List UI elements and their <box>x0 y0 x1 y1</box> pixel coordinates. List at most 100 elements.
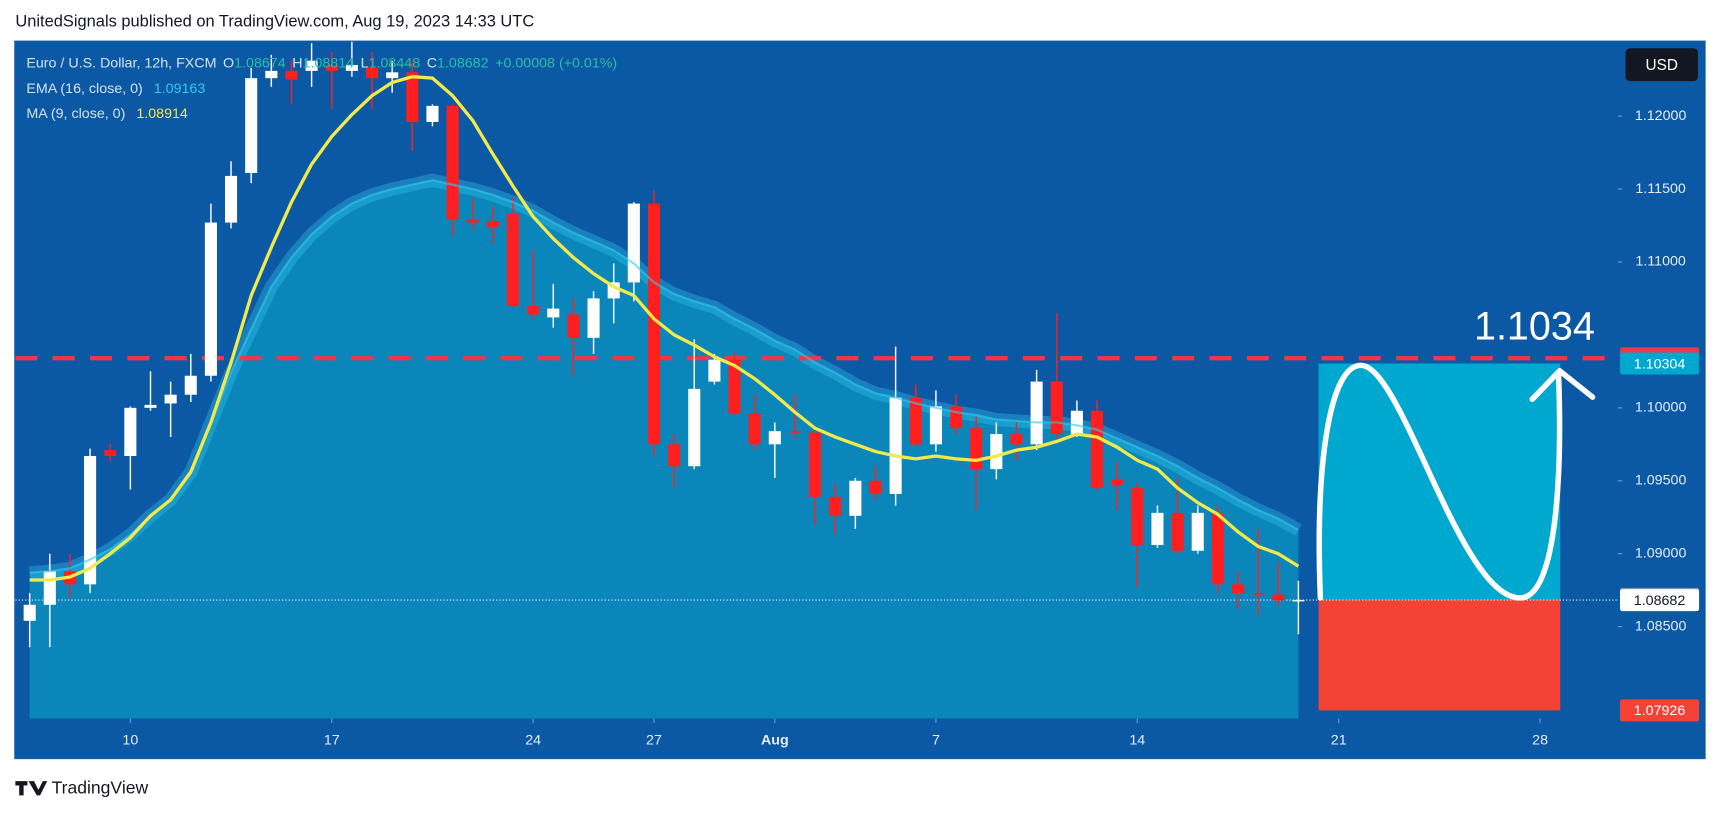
candle-body <box>527 305 540 315</box>
x-tick-label: 21 <box>1331 732 1347 748</box>
candle-body <box>305 60 318 71</box>
legend-ohlc-value: 1.08682 <box>437 55 489 71</box>
legend-series-value: 1.08914 <box>136 106 188 122</box>
candle-body <box>245 78 258 173</box>
legend-ohlc-value: 1.08814 <box>303 55 355 71</box>
legend-ohlc-key: C <box>427 55 437 71</box>
legend-line: Euro / U.S. Dollar, 12h, FXCM O1.08674 H1.… <box>26 55 617 71</box>
candle-body <box>1211 512 1224 585</box>
candle-body <box>1231 584 1245 594</box>
hand-drawn-curve <box>1316 362 1563 601</box>
y-tick-label: 1.11000 <box>1635 254 1686 270</box>
candle-body <box>325 65 338 71</box>
candle-body <box>365 67 379 79</box>
legend-series-name: MA (9, close, 0) <box>26 106 125 122</box>
price-annotation: 1.1034 <box>1474 305 1595 349</box>
candle-body <box>788 431 801 433</box>
legend-line: EMA (16, close, 0) 1.09163 <box>26 81 205 97</box>
candle-body <box>1272 594 1285 601</box>
candle-body <box>889 397 902 494</box>
y-tick-label: 1.09500 <box>1635 473 1687 489</box>
price-tag-label: 1.08682 <box>1634 593 1686 609</box>
ema-area <box>29 180 1299 719</box>
candle-body <box>1171 512 1184 551</box>
candle-body <box>23 604 36 621</box>
y-tick-label: 1.12000 <box>1635 108 1687 124</box>
candle-body <box>809 432 822 497</box>
candle-body <box>184 375 197 395</box>
candle-body <box>849 480 862 516</box>
candle-body <box>1252 593 1265 595</box>
candle-body <box>1090 410 1104 489</box>
y-tick-label: 1.09000 <box>1635 545 1687 561</box>
candle-body <box>84 455 97 585</box>
candle-body <box>688 388 701 467</box>
price-tag <box>1620 352 1700 375</box>
candle-body <box>124 407 137 456</box>
x-tick-label: 28 <box>1532 732 1548 748</box>
stop-zone <box>1318 600 1561 711</box>
ma-line <box>29 75 1300 582</box>
candle-body <box>43 571 56 605</box>
ema-line <box>29 179 1299 574</box>
candle-body <box>647 203 661 445</box>
price-tag-label: 1.10304 <box>1634 356 1686 372</box>
candle-body <box>869 480 882 494</box>
x-tick-label: Aug <box>761 732 789 748</box>
candle-body <box>950 406 963 429</box>
candle-body <box>1050 381 1063 435</box>
candle-body <box>486 221 499 227</box>
candle-body <box>768 431 781 445</box>
x-tick-label: 14 <box>1129 732 1145 748</box>
x-tick-label: 27 <box>646 732 662 748</box>
price-tag-label: 1.07926 <box>1634 703 1686 719</box>
price-tag <box>1620 699 1700 722</box>
candle-body <box>386 72 399 79</box>
header: UnitedSignals published on TradingView.c… <box>15 12 534 30</box>
candle-body <box>466 219 479 223</box>
logo <box>15 781 48 796</box>
candle-body <box>1131 488 1144 545</box>
y-tick-label: 1.08500 <box>1635 618 1687 634</box>
candle-body <box>265 70 278 79</box>
x-tick-label: 17 <box>324 732 340 748</box>
x-tick-label: 24 <box>525 732 541 748</box>
candle-body <box>1151 512 1164 545</box>
legend-symbol: Euro / U.S. Dollar, 12h, FXCM <box>26 55 216 71</box>
y-tick-label: 1.11500 <box>1635 181 1686 197</box>
candle-body <box>285 70 298 80</box>
candle-body <box>1292 600 1305 602</box>
legend-series-value: 1.09163 <box>154 81 206 97</box>
candle-body <box>1070 410 1083 435</box>
candle-body <box>446 105 459 220</box>
legend-ohlc-value: 1.08448 <box>369 55 421 71</box>
candle-body <box>1191 512 1204 551</box>
currency-label[interactable]: USD <box>1646 57 1678 74</box>
legend-ohlc-key: O <box>223 55 234 71</box>
candle-body <box>1030 381 1043 445</box>
currency-button[interactable] <box>1625 48 1698 82</box>
candle-body <box>728 359 741 414</box>
candle-body <box>506 213 520 306</box>
price-tag <box>1620 589 1700 612</box>
candle-body <box>668 444 681 467</box>
candle-body <box>204 222 217 376</box>
y-tick-label: 1.10000 <box>1635 400 1687 416</box>
candle-body <box>144 404 157 408</box>
x-tick-label: 7 <box>932 732 940 748</box>
legend-line: MA (9, close, 0) 1.08914 <box>26 106 188 122</box>
legend-series-name: EMA (16, close, 0) <box>26 81 142 97</box>
legend-ohlc-key: H <box>292 55 302 71</box>
candle-body <box>909 397 922 445</box>
legend-ohlc-key: L <box>361 55 369 71</box>
candle-body <box>1010 434 1023 445</box>
candle-body <box>225 175 238 223</box>
candle-body <box>1111 479 1124 486</box>
candle-body <box>426 105 439 122</box>
x-tick-label: 10 <box>122 732 138 748</box>
candle-body <box>547 308 560 318</box>
candle-body <box>748 413 761 445</box>
candle-body <box>406 72 419 122</box>
arrow-head <box>1529 368 1596 403</box>
candle-body <box>970 428 983 470</box>
